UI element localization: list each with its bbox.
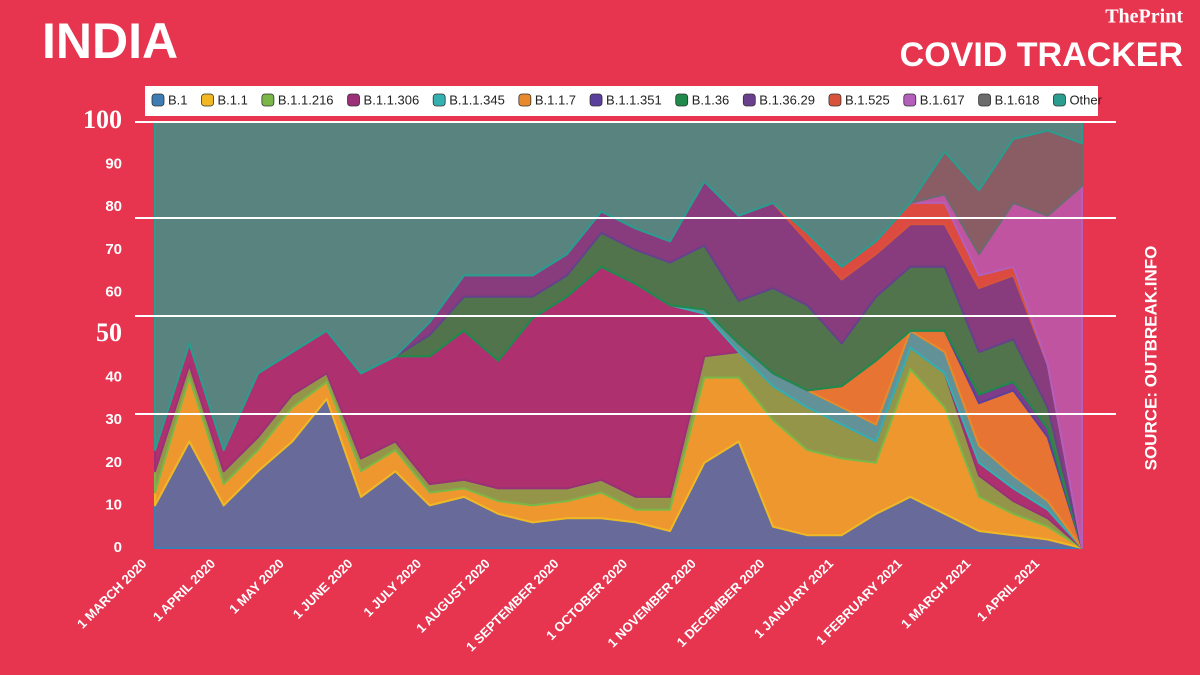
x-tick-label: 1 MARCH 2021	[898, 556, 973, 631]
x-tick-label: 1 AUGUST 2020	[413, 556, 493, 636]
x-tick-label: 1 MARCH 2020	[74, 556, 149, 631]
legend-label: B.1.525	[845, 92, 890, 107]
legend-label: Other	[1069, 92, 1102, 107]
y-tick-label: 90	[105, 156, 122, 173]
y-tick-label: 100	[83, 105, 122, 134]
y-tick-label: 10	[105, 496, 122, 513]
legend-label: B.1.1.351	[606, 92, 662, 107]
y-tick-label: 40	[105, 369, 122, 386]
y-tick-label: 80	[105, 198, 122, 215]
x-tick-label: 1 JUNE 2020	[290, 556, 356, 622]
legend-label: B.1.1	[218, 92, 248, 107]
legend-label: B.1.1.7	[535, 92, 576, 107]
legend-swatch	[589, 93, 603, 107]
legend-label: B.1.36	[692, 92, 730, 107]
legend-label: B.1.1.216	[278, 92, 334, 107]
legend-label: B.1.618	[995, 92, 1040, 107]
legend-label: B.1	[168, 92, 188, 107]
legend-label: B.1.1.306	[364, 92, 420, 107]
source: SOURCE: OUTBREAK.INFO	[1141, 246, 1160, 471]
legend-swatch	[978, 93, 992, 107]
y-tick-label: 70	[105, 241, 122, 258]
x-tick-label: 1 JULY 2020	[360, 556, 424, 620]
brand: ThePrint	[1105, 6, 1183, 28]
legend-label: B.1.36.29	[759, 92, 815, 107]
legend-swatch	[828, 93, 842, 107]
chart-title: INDIA	[42, 13, 178, 69]
legend-box	[145, 86, 1098, 116]
x-tick-label: 1 APRIL 2021	[974, 556, 1042, 624]
legend-swatch	[675, 93, 689, 107]
legend-swatch	[518, 93, 532, 107]
y-tick-label: 0	[114, 539, 122, 556]
legend-swatch	[261, 93, 275, 107]
legend-swatch	[347, 93, 360, 107]
x-tick-label: 1 APRIL 2020	[150, 556, 218, 624]
legend-label: B.1.1.345	[449, 92, 505, 107]
y-tick-label: 50	[96, 318, 122, 347]
decor-lines	[135, 121, 1116, 415]
legend-swatch	[1053, 93, 1066, 107]
legend-swatch	[151, 93, 165, 107]
y-tick-label: 20	[105, 454, 122, 471]
y-tick-label: 60	[105, 283, 122, 300]
legend-swatch	[903, 93, 917, 107]
legend-swatch	[432, 93, 446, 107]
chart-subtitle: COVID TRACKER	[900, 36, 1183, 74]
y-tick-label: 30	[105, 411, 122, 428]
legend-swatch	[742, 93, 756, 107]
x-tick-label: 1 MAY 2020	[226, 556, 287, 617]
legend-swatch	[201, 93, 214, 107]
legend-label: B.1.617	[920, 92, 965, 107]
